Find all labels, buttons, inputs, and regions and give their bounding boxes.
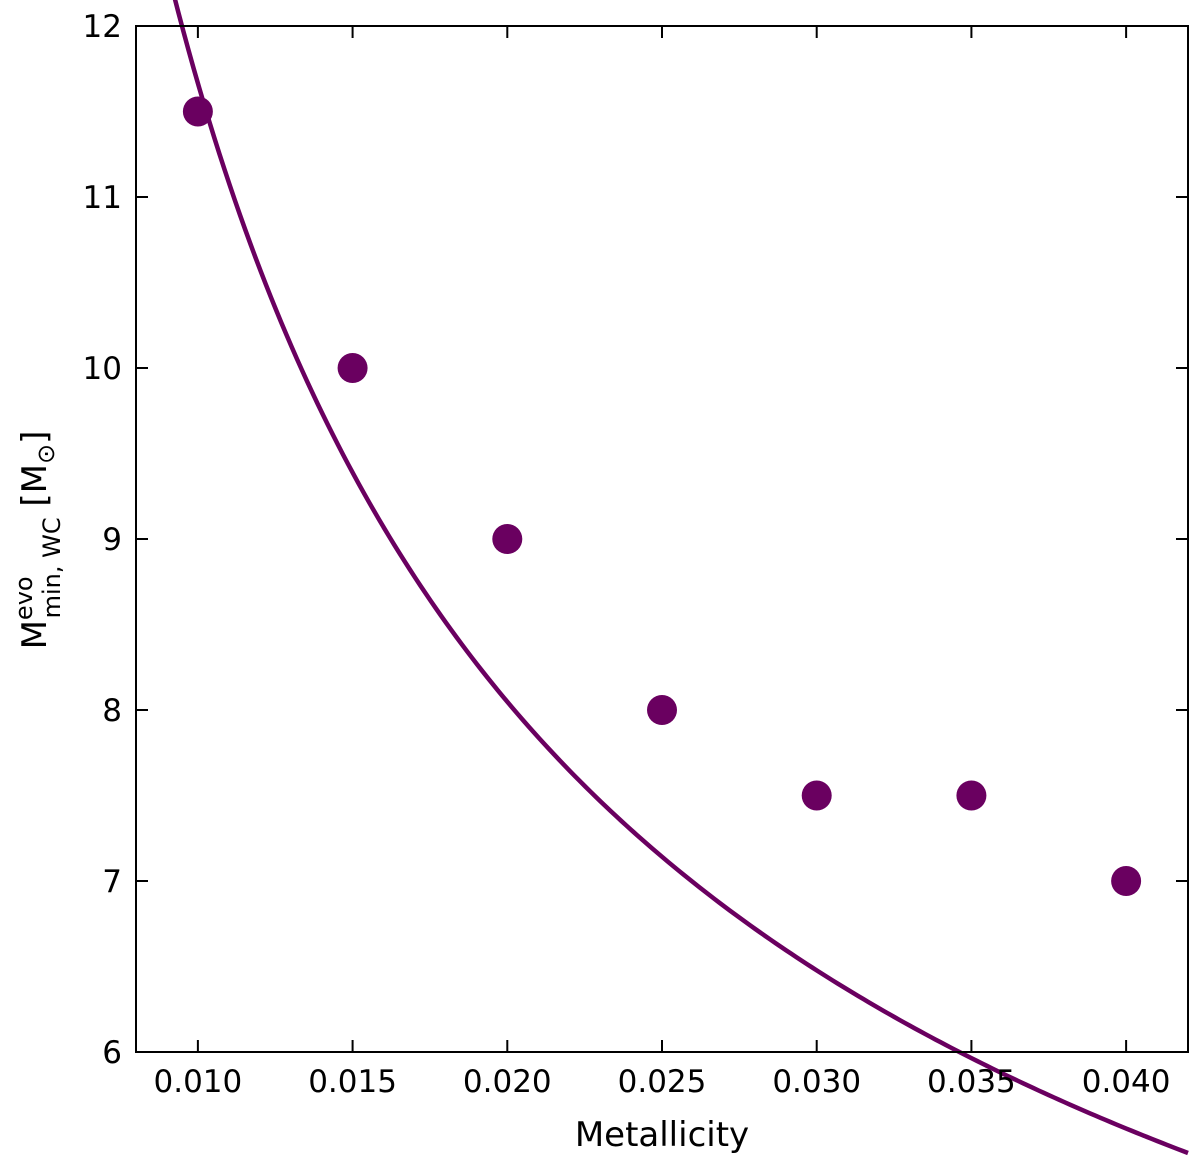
x-tick-label: 0.015 <box>308 1064 397 1100</box>
x-tick-label: 0.040 <box>1082 1064 1171 1100</box>
data-point <box>182 96 213 127</box>
x-tick-label: 0.035 <box>927 1064 1016 1100</box>
y-axis-label-unit-close: ] <box>15 431 55 444</box>
y-axis-label-superscript: evo <box>10 576 38 620</box>
plot-frame <box>135 25 1189 1053</box>
fit-curve-layer <box>172 0 1189 1156</box>
fit-curve <box>172 0 1189 1156</box>
data-point <box>1111 866 1142 896</box>
ticks-layer: 0.010 0.015 0.020 0.025 0.030 0.035 0.040 6 7 8 9 1… <box>83 9 1188 1100</box>
y-tick-label: 11 <box>83 180 122 216</box>
data-point <box>956 780 987 811</box>
y-axis-label-unit-open: [M <box>15 464 55 517</box>
y-axis-label-unit-subscript: ⊙ <box>32 444 60 464</box>
data-points-layer <box>182 96 1142 896</box>
y-axis-label-subscript: min, WC <box>38 517 66 618</box>
data-point <box>647 695 677 725</box>
y-tick-label: 8 <box>102 693 122 729</box>
x-axis-label: Metallicity <box>575 1115 749 1155</box>
y-axis-label-base: M <box>15 620 55 649</box>
y-tick-label: 6 <box>102 1035 122 1071</box>
data-point <box>492 524 523 554</box>
y-tick-label: 9 <box>102 522 122 558</box>
data-point <box>801 780 832 811</box>
x-tick-label: 0.010 <box>154 1064 243 1100</box>
data-point <box>337 353 368 383</box>
y-tick-label: 7 <box>102 864 122 900</box>
y-tick-label: 10 <box>83 351 122 387</box>
axes-layer <box>135 25 1189 1053</box>
x-tick-label: 0.025 <box>618 1064 707 1100</box>
x-tick-label: 0.020 <box>463 1064 552 1100</box>
y-tick-label: 12 <box>83 9 122 45</box>
x-tick-label: 0.030 <box>772 1064 861 1100</box>
y-axis-label: Mevomin, WC [M⊙] <box>10 431 66 650</box>
